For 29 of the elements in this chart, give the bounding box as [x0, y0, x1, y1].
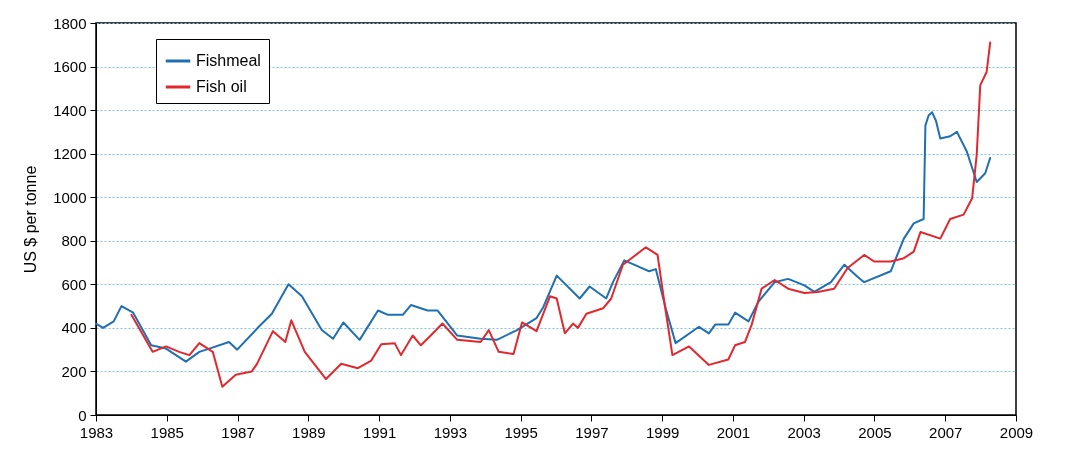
y-tick-label: 400	[61, 319, 87, 337]
x-tick-label: 1993	[433, 423, 468, 441]
y-tick-label: 200	[61, 362, 87, 380]
line-series	[95, 111, 992, 363]
y-axis-title: US $ per tonne	[22, 165, 40, 274]
line-series	[130, 41, 992, 388]
legend-label: Fishmeal	[196, 52, 261, 69]
x-tick-label: 2007	[929, 423, 963, 441]
x-tick-label: 1991	[362, 423, 397, 441]
y-tick-label: 1600	[53, 58, 87, 76]
x-tick-label: 2009	[999, 423, 1034, 441]
x-tick-label: 1985	[150, 423, 184, 441]
y-tick-label: 1400	[53, 101, 87, 119]
x-tick-label: 2003	[787, 423, 821, 441]
x-tick-label: 2001	[716, 423, 751, 441]
x-tick-label: 1989	[292, 423, 326, 441]
y-tick-label: 1000	[53, 188, 87, 206]
y-tick-label: 800	[61, 232, 87, 250]
x-tick-label: 1987	[221, 423, 255, 441]
y-tick-label: 1200	[53, 145, 87, 163]
y-tick-label: 0	[78, 406, 87, 424]
x-tick-label: 2005	[858, 423, 892, 441]
x-tick-label: 1995	[504, 423, 538, 441]
y-tick-label: 1800	[53, 14, 87, 32]
x-tick-label: 1983	[79, 423, 114, 441]
x-tick-label: 1999	[645, 423, 680, 441]
legend-label: Fish oil	[196, 78, 247, 95]
y-tick-label: 600	[61, 275, 87, 293]
x-tick-label: 1997	[575, 423, 609, 441]
